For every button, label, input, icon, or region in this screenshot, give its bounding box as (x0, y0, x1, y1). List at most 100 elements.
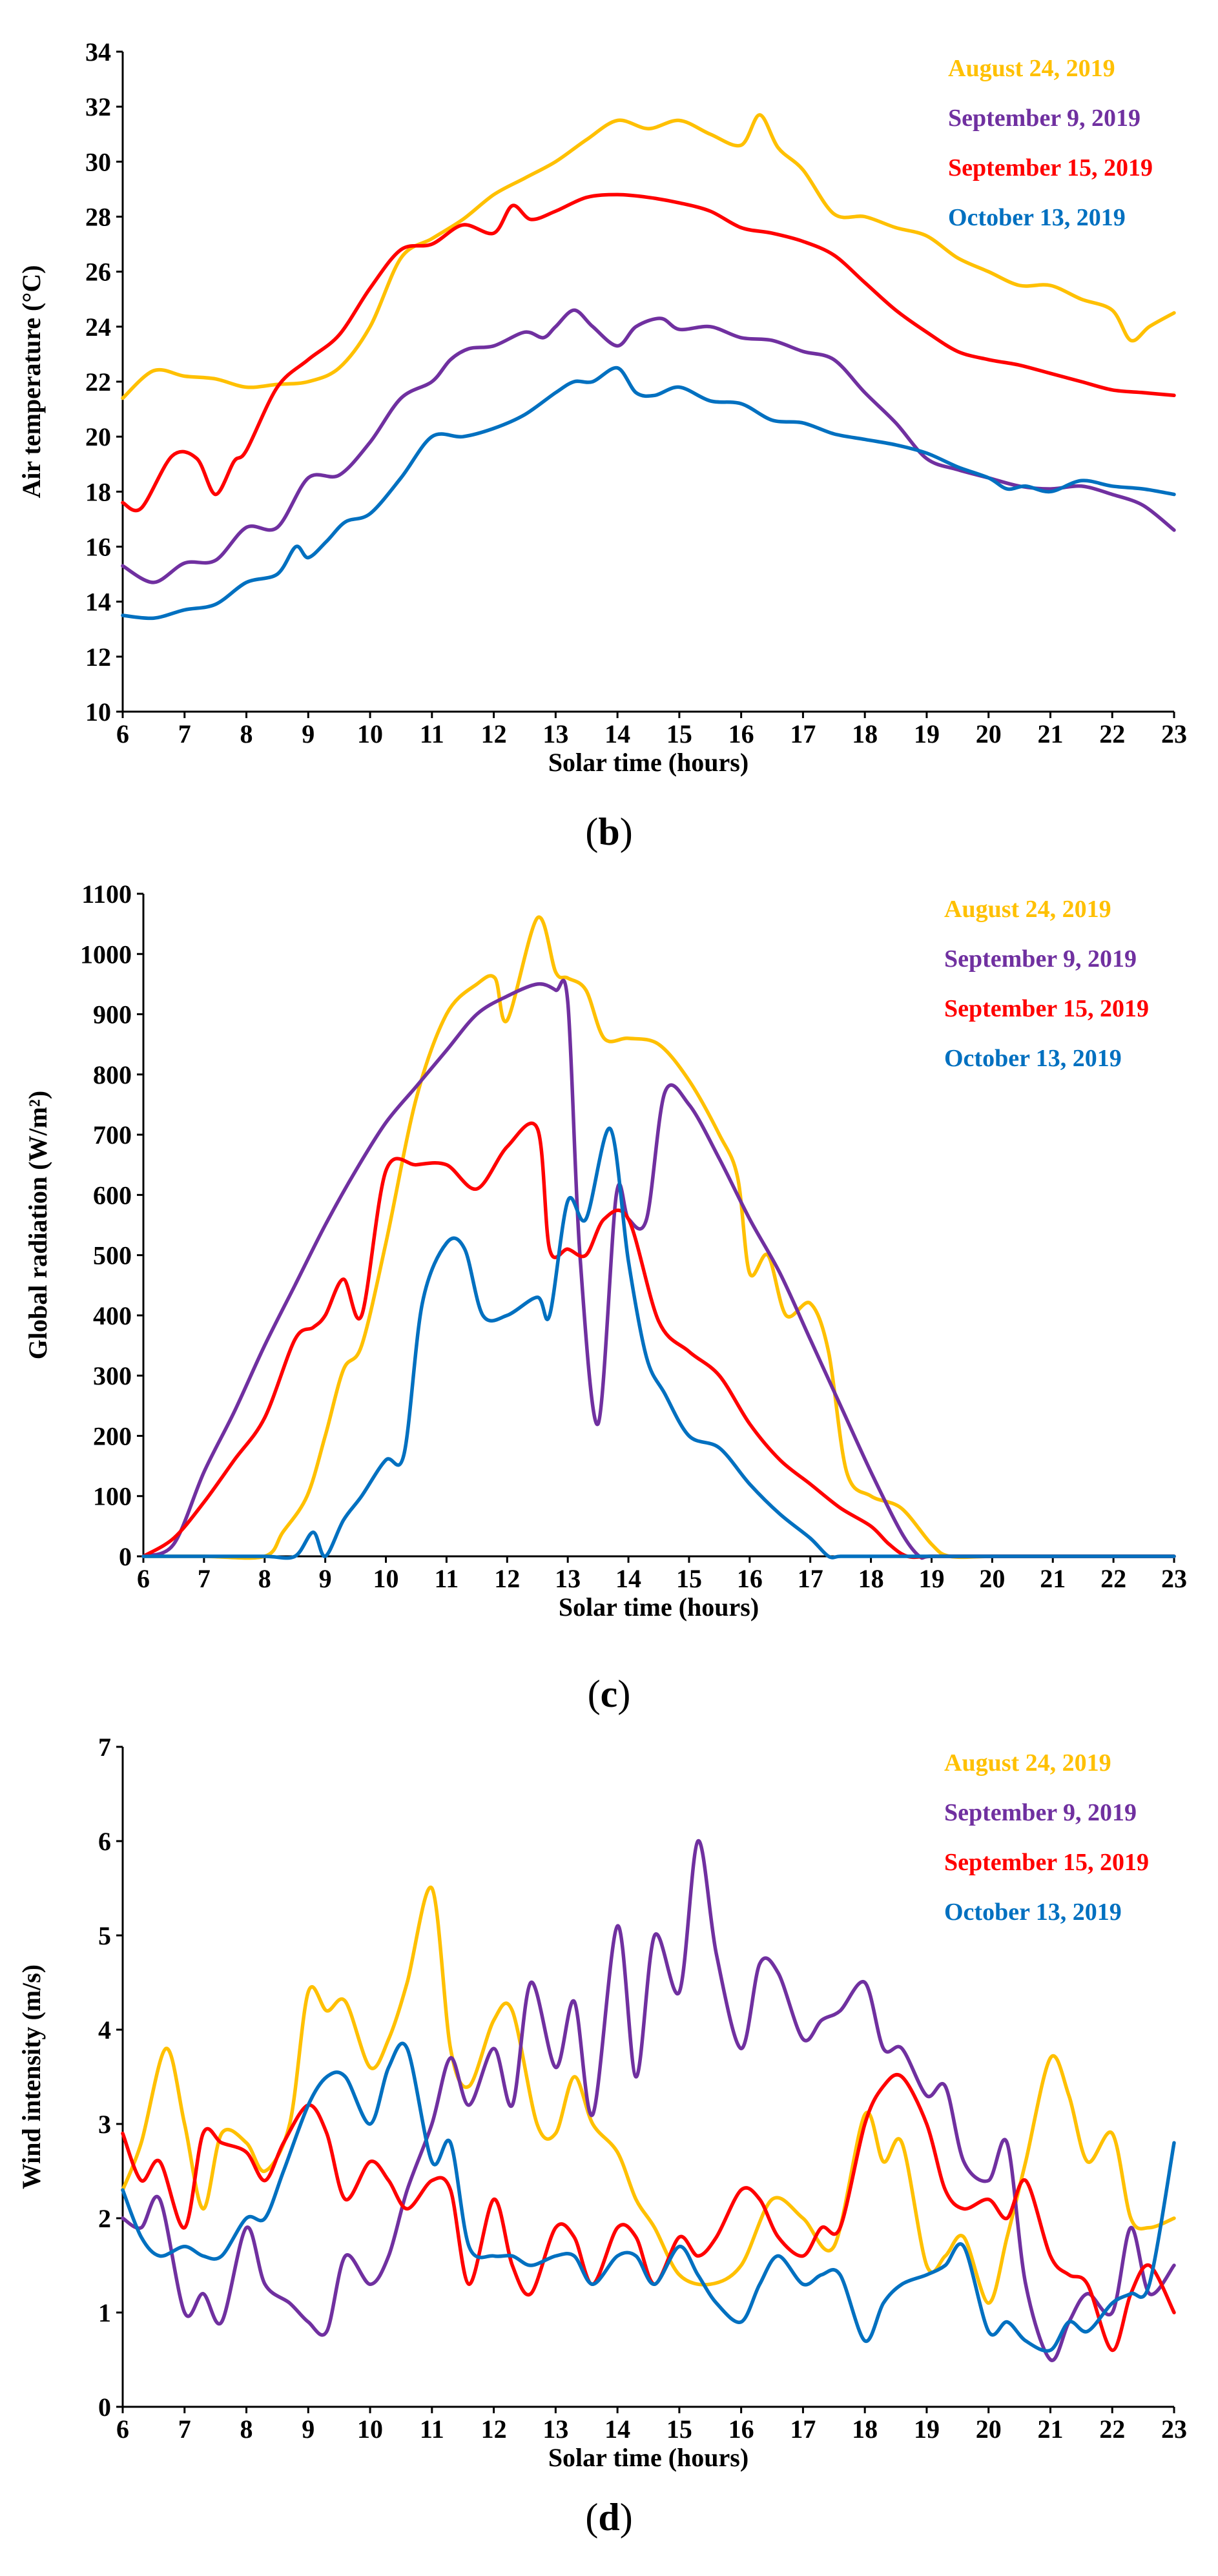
x-tick-label: 14 (604, 2415, 630, 2444)
y-tick-label: 24 (85, 313, 111, 342)
x-tick-label: 9 (319, 1564, 332, 1593)
x-axis-title: Solar time (hours) (559, 1592, 759, 1622)
series-line-september-9-2019 (121, 1839, 1176, 2362)
x-tick-label: 19 (918, 1564, 944, 1593)
y-tick-label: 4 (98, 2015, 111, 2045)
x-tick-label: 7 (178, 719, 191, 748)
x-tick-label: 15 (666, 2415, 692, 2444)
series-line-september-15-2019 (121, 2073, 1176, 2353)
x-tick-label: 14 (604, 719, 630, 748)
series-line-august-24-2019 (141, 915, 1176, 1560)
y-tick-label: 100 (93, 1482, 132, 1511)
y-tick-label: 20 (85, 422, 111, 451)
series-line-september-9-2019 (141, 978, 1176, 1560)
series-line-october-13-2019 (121, 2041, 1176, 2353)
x-tick-label: 22 (1100, 1564, 1126, 1593)
x-tick-label: 6 (137, 1564, 150, 1593)
x-tick-label: 20 (979, 1564, 1005, 1593)
series-line-august-24-2019 (121, 1885, 1176, 2305)
x-tick-label: 13 (542, 2415, 568, 2444)
y-tick-label: 0 (119, 1542, 132, 1571)
y-tick-label: 34 (85, 37, 111, 67)
y-axis-title: Air temperature (°C) (17, 265, 46, 498)
x-tick-label: 12 (481, 2415, 507, 2444)
y-tick-label: 14 (85, 588, 111, 617)
x-tick-label: 15 (676, 1564, 702, 1593)
y-tick-label: 1100 (81, 880, 132, 909)
x-tick-label: 8 (240, 2415, 253, 2444)
legend-entry: September 15, 2019 (944, 1849, 1149, 1876)
x-axis-title: Solar time (hours) (548, 748, 748, 777)
y-tick-label: 7 (98, 1733, 111, 1762)
x-tick-label: 12 (494, 1564, 520, 1593)
x-tick-label: 11 (420, 719, 444, 748)
legend-entry: September 9, 2019 (948, 105, 1141, 132)
series-line-august-24-2019 (121, 113, 1176, 400)
series-line-september-15-2019 (141, 1121, 1176, 1560)
y-tick-label: 30 (85, 147, 111, 176)
x-tick-label: 16 (728, 2415, 754, 2444)
y-tick-label: 200 (93, 1421, 132, 1450)
legend-entry: October 13, 2019 (944, 1045, 1122, 1072)
x-tick-label: 23 (1161, 719, 1187, 748)
y-tick-label: 5 (98, 1921, 111, 1950)
y-tick-label: 500 (93, 1241, 132, 1270)
x-tick-label: 23 (1161, 2415, 1187, 2444)
y-tick-label: 600 (93, 1180, 132, 1210)
chart-panel-c: 0 100 200 300 400 500 600 700 800 900 1000 1100 6 7 8 9… (23, 880, 1187, 1715)
y-tick-label: 300 (93, 1361, 132, 1390)
legend-entry: September 9, 2019 (944, 945, 1137, 973)
y-tick-label: 26 (85, 258, 111, 287)
y-tick-label: 22 (85, 367, 111, 397)
x-tick-label: 11 (420, 2415, 444, 2444)
legend-entry: October 13, 2019 (948, 204, 1126, 231)
x-tick-label: 7 (198, 1564, 211, 1593)
x-tick-label: 16 (737, 1564, 763, 1593)
legend-entry: August 24, 2019 (944, 1749, 1111, 1777)
series-line-october-13-2019 (141, 1126, 1176, 1560)
x-tick-label: 6 (116, 2415, 129, 2444)
x-tick-label: 22 (1099, 2415, 1125, 2444)
x-tick-label: 20 (976, 2415, 1002, 2444)
legend-entry: October 13, 2019 (944, 1899, 1122, 1926)
x-tick-label: 21 (1037, 2415, 1063, 2444)
y-tick-label: 900 (93, 1000, 132, 1029)
x-tick-label: 15 (666, 719, 692, 748)
x-tick-label: 11 (435, 1564, 459, 1593)
y-tick-label: 28 (85, 203, 111, 232)
y-tick-label: 0 (98, 2393, 111, 2422)
x-tick-label: 16 (728, 719, 754, 748)
legend-entry: September 15, 2019 (948, 154, 1153, 181)
x-tick-label: 18 (852, 2415, 878, 2444)
x-tick-label: 13 (542, 719, 568, 748)
y-tick-label: 800 (93, 1060, 132, 1089)
x-axis-title: Solar time (hours) (548, 2443, 748, 2472)
y-tick-label: 1 (98, 2298, 111, 2327)
y-tick-label: 16 (85, 533, 111, 562)
x-tick-label: 13 (555, 1564, 581, 1593)
x-tick-label: 18 (852, 719, 878, 748)
y-tick-label: 400 (93, 1301, 132, 1330)
legend-entry: August 24, 2019 (944, 896, 1111, 923)
legend-entry: September 9, 2019 (944, 1799, 1137, 1826)
x-tick-label: 17 (798, 1564, 823, 1593)
x-tick-label: 10 (357, 719, 383, 748)
x-tick-label: 8 (240, 719, 253, 748)
series-line-october-13-2019 (121, 366, 1176, 621)
panel-label: (c) (588, 1673, 631, 1715)
y-axis-title: Global radiation (W/m²) (23, 1091, 52, 1359)
x-tick-label: 12 (481, 719, 507, 748)
y-tick-label: 2 (98, 2204, 111, 2233)
y-axis-title: Wind intensity (m/s) (17, 1964, 46, 2189)
x-tick-label: 17 (790, 2415, 816, 2444)
x-tick-label: 10 (357, 2415, 383, 2444)
x-tick-label: 10 (373, 1564, 399, 1593)
chart-panel-b: 10 12 14 16 18 20 22 24 26 28 30 32 34 6 7 8 9 10 11 12 13 14… (17, 37, 1187, 853)
y-tick-label: 12 (85, 643, 111, 672)
series-line-september-9-2019 (121, 308, 1176, 584)
x-tick-label: 17 (790, 719, 816, 748)
x-tick-label: 19 (914, 2415, 940, 2444)
legend-entry: August 24, 2019 (948, 55, 1115, 82)
x-tick-label: 21 (1037, 719, 1063, 748)
